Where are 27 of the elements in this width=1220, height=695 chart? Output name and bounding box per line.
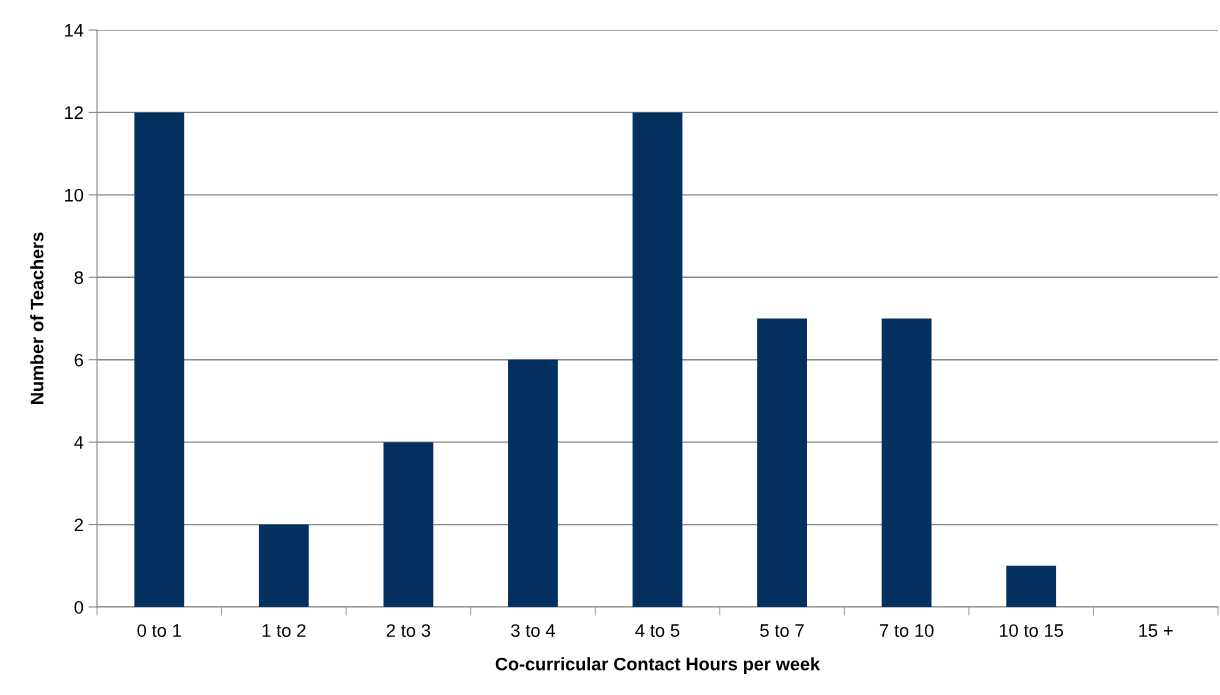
y-tick-label: 6 xyxy=(74,353,84,367)
y-axis-title: Number of Teachers xyxy=(30,232,44,404)
y-tick-label: 8 xyxy=(74,271,84,285)
bar xyxy=(881,318,932,607)
x-tick-label: 4 to 5 xyxy=(635,624,680,637)
bar xyxy=(1006,565,1057,607)
bar xyxy=(632,112,683,607)
bar xyxy=(383,442,434,607)
x-tick-label: 7 to 10 xyxy=(879,624,934,637)
bar xyxy=(757,318,807,607)
x-axis-title: Co-curricular Contact Hours per week xyxy=(495,657,821,674)
x-tick-label: 10 to 15 xyxy=(999,624,1064,637)
bar xyxy=(134,112,185,607)
y-tick-label: 2 xyxy=(74,518,83,532)
x-tick-label: 1 to 2 xyxy=(262,624,306,637)
x-tick-label: 3 to 4 xyxy=(511,624,556,637)
x-tick-label: 2 to 3 xyxy=(386,624,431,637)
bar xyxy=(258,524,309,607)
x-tick-label: 15 + xyxy=(1139,624,1173,637)
y-tick-label: 12 xyxy=(65,106,83,119)
y-tick-label: 14 xyxy=(65,24,84,37)
x-tick-label: 0 to 1 xyxy=(137,624,181,637)
bar xyxy=(508,359,558,607)
y-tick-label: 4 xyxy=(74,436,84,449)
y-tick-label: 0 xyxy=(74,600,84,614)
y-tick-label: 10 xyxy=(65,188,84,202)
x-tick-label: 5 to 7 xyxy=(760,624,804,637)
